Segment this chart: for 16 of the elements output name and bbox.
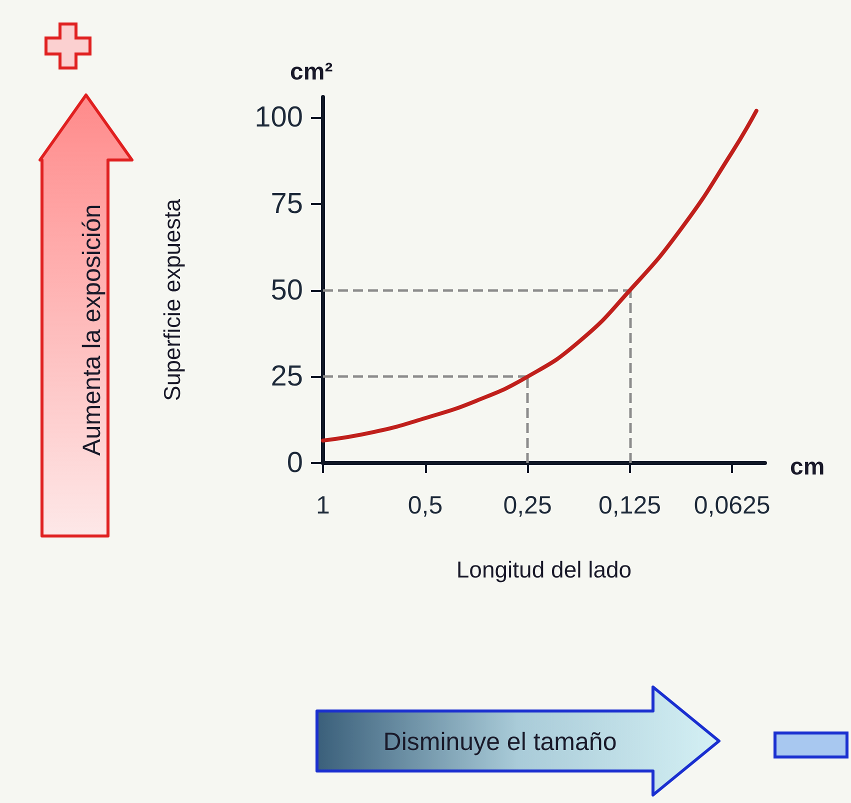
y-tick-label: 75	[270, 188, 303, 220]
x-tick-label: 0,125	[598, 492, 662, 520]
text: cm	[790, 454, 825, 480]
text: Aumenta la exposición	[78, 204, 106, 456]
y-axis-title: Superficie expuesta	[159, 198, 185, 402]
text: cm²	[290, 58, 333, 86]
x-tick-label: 0,5	[408, 492, 443, 520]
y-tick-label: 50	[270, 274, 303, 306]
y-tick-label: 25	[270, 360, 303, 393]
x-tick-label: 0,0625	[694, 492, 770, 520]
y-tick-label: 0	[286, 447, 303, 479]
x-tick-label: 0,25	[503, 492, 552, 520]
x-tick-label: 1	[316, 492, 330, 520]
x-axis-title: Longitud del lado	[456, 556, 632, 582]
y-tick-label: 100	[254, 102, 303, 134]
text: Disminuye el tamaño	[383, 728, 617, 756]
